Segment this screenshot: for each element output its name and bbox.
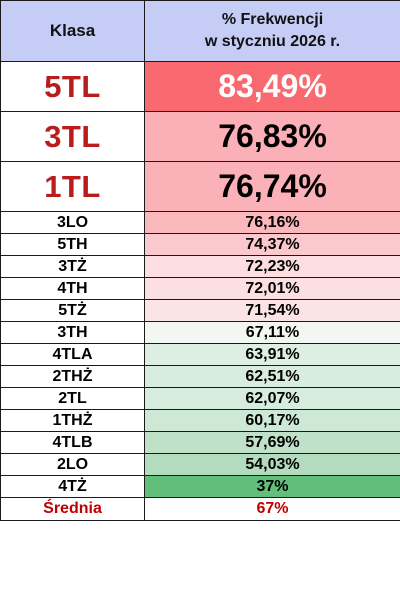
attendance-cell: 57,69% bbox=[144, 431, 400, 454]
table-row: 5TL 83,49% bbox=[0, 61, 400, 112]
table-row: 1TL 76,74% bbox=[0, 161, 400, 212]
class-cell: 5TL bbox=[0, 61, 145, 112]
header-row: Klasa % Frekwencji w styczniu 2026 r. bbox=[0, 0, 400, 62]
attendance-cell: 71,54% bbox=[144, 299, 400, 322]
attendance-rows: 5TL 83,49% 3TL 76,83% 1TL 76,74% 3LO 76,16% 5TH 7… bbox=[0, 61, 400, 498]
class-cell: 3TL bbox=[0, 111, 145, 162]
attendance-cell: 37% bbox=[144, 475, 400, 498]
class-cell: 5TH bbox=[0, 233, 145, 256]
class-cell: 1THŻ bbox=[0, 409, 145, 432]
class-cell: 2THŻ bbox=[0, 365, 145, 388]
attendance-cell: 63,91% bbox=[144, 343, 400, 366]
header-attendance-line2: w styczniu 2026 r. bbox=[204, 33, 341, 50]
table-row: 2LO 54,03% bbox=[0, 453, 400, 476]
class-cell: 3TH bbox=[0, 321, 145, 344]
attendance-cell: 62,51% bbox=[144, 365, 400, 388]
table-row: 4TLA 63,91% bbox=[0, 343, 400, 366]
summary-row: Średnia 67% bbox=[0, 497, 400, 521]
class-cell: 5TŻ bbox=[0, 299, 145, 322]
attendance-cell: 67,11% bbox=[144, 321, 400, 344]
table-row: 4TŻ 37% bbox=[0, 475, 400, 498]
header-attendance-line1: % Frekwencji bbox=[221, 11, 324, 28]
attendance-cell: 76,74% bbox=[144, 161, 400, 212]
attendance-cell: 83,49% bbox=[144, 61, 400, 112]
table-row: 3TŻ 72,23% bbox=[0, 255, 400, 278]
attendance-cell: 60,17% bbox=[144, 409, 400, 432]
table-row: 3TH 67,11% bbox=[0, 321, 400, 344]
class-cell: 3LO bbox=[0, 211, 145, 234]
attendance-cell: 76,16% bbox=[144, 211, 400, 234]
class-cell: 1TL bbox=[0, 161, 145, 212]
attendance-table: Klasa % Frekwencji w styczniu 2026 r. 5T… bbox=[0, 0, 400, 521]
table-row: 5TŻ 71,54% bbox=[0, 299, 400, 322]
class-cell: 4TLA bbox=[0, 343, 145, 366]
class-cell: 3TŻ bbox=[0, 255, 145, 278]
table-row: 4TH 72,01% bbox=[0, 277, 400, 300]
table-row: 2THŻ 62,51% bbox=[0, 365, 400, 388]
summary-value: 67% bbox=[144, 497, 400, 521]
attendance-cell: 62,07% bbox=[144, 387, 400, 410]
header-class: Klasa bbox=[0, 0, 145, 62]
attendance-cell: 72,01% bbox=[144, 277, 400, 300]
class-cell: 4TLB bbox=[0, 431, 145, 454]
summary-label: Średnia bbox=[0, 497, 145, 521]
header-attendance: % Frekwencji w styczniu 2026 r. bbox=[144, 0, 400, 62]
class-cell: 2LO bbox=[0, 453, 145, 476]
table-row: 2TL 62,07% bbox=[0, 387, 400, 410]
table-row: 1THŻ 60,17% bbox=[0, 409, 400, 432]
class-cell: 4TŻ bbox=[0, 475, 145, 498]
attendance-cell: 54,03% bbox=[144, 453, 400, 476]
attendance-cell: 72,23% bbox=[144, 255, 400, 278]
table-row: 3LO 76,16% bbox=[0, 211, 400, 234]
class-cell: 4TH bbox=[0, 277, 145, 300]
attendance-cell: 76,83% bbox=[144, 111, 400, 162]
attendance-cell: 74,37% bbox=[144, 233, 400, 256]
table-row: 5TH 74,37% bbox=[0, 233, 400, 256]
table-row: 3TL 76,83% bbox=[0, 111, 400, 162]
class-cell: 2TL bbox=[0, 387, 145, 410]
table-row: 4TLB 57,69% bbox=[0, 431, 400, 454]
